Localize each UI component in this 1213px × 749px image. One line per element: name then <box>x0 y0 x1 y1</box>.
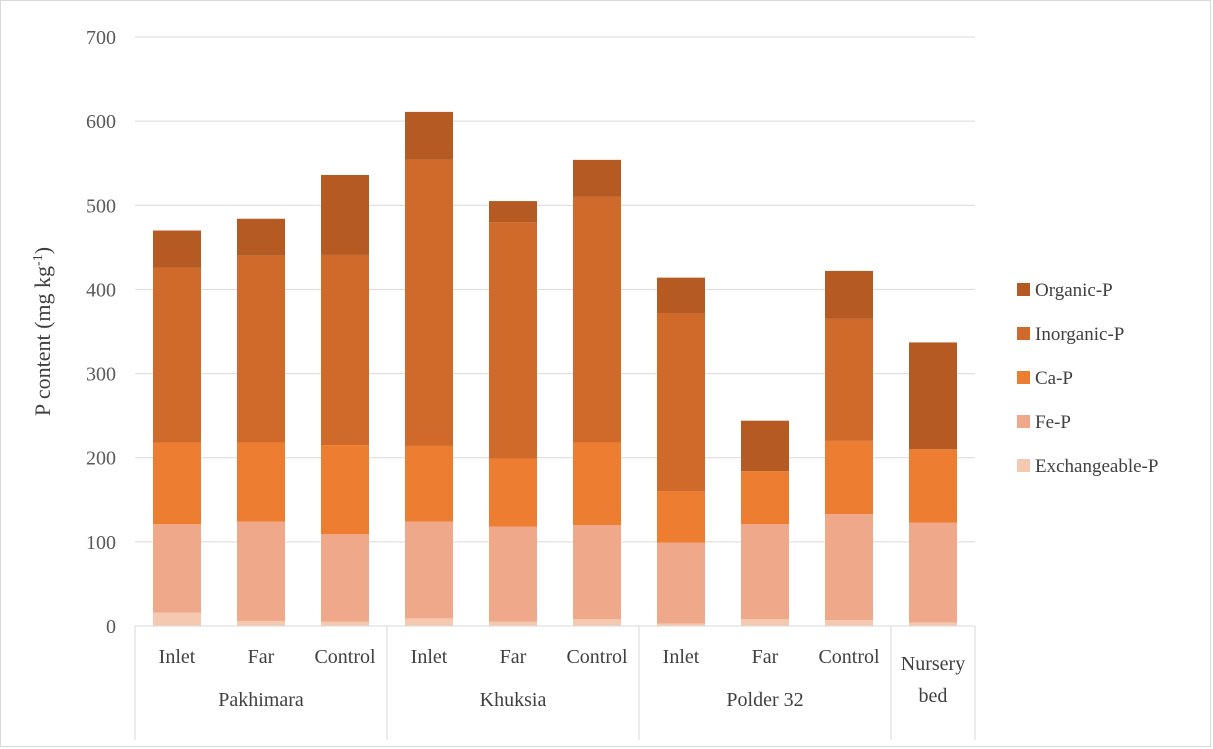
legend-label: Fe-P <box>1035 412 1071 433</box>
bar-segment-ca-p <box>321 445 369 535</box>
bar-segment-exchangeable-p <box>405 618 453 626</box>
y-tick-label: 0 <box>106 616 116 638</box>
bar-segment-fe-p <box>405 521 453 619</box>
bar-segment-fe-p <box>153 524 201 613</box>
legend-label: Inorganic-P <box>1035 324 1124 345</box>
x-category-label: Far <box>752 646 779 668</box>
bar-segment-ca-p <box>909 449 957 523</box>
bar-segment-fe-p <box>489 526 537 622</box>
bar-segment-ca-p <box>405 445 453 522</box>
legend-swatch <box>1017 459 1030 472</box>
bar-segment-inorganic-p <box>321 254 369 446</box>
y-tick-label: 100 <box>86 532 116 554</box>
bar-segment-fe-p <box>909 522 957 623</box>
bar-segment-exchangeable-p <box>489 621 537 626</box>
bar-segment-inorganic-p <box>489 222 537 459</box>
bar-segment-exchangeable-p <box>657 623 705 626</box>
bar-segment-inorganic-p <box>573 196 621 443</box>
bar-segment-organic-p <box>909 342 957 450</box>
bar-segment-organic-p <box>321 174 369 255</box>
bar-segment-organic-p <box>657 277 705 313</box>
bar-segment-ca-p <box>573 442 621 526</box>
legend-swatch <box>1017 371 1030 384</box>
bar-segment-exchangeable-p <box>237 620 285 626</box>
x-group-label: Khuksia <box>480 689 547 711</box>
x-category-label: Control <box>566 646 628 668</box>
bar-segment-inorganic-p <box>237 255 285 443</box>
bar-segment-exchangeable-p <box>321 621 369 626</box>
legend-label: Ca-P <box>1035 368 1073 389</box>
x-category-label: Far <box>248 646 275 668</box>
y-tick-label: 300 <box>86 364 116 386</box>
bar-segment-organic-p <box>741 420 789 472</box>
x-category-label: Inlet <box>411 646 448 668</box>
bar-segment-exchangeable-p <box>741 619 789 626</box>
legend-label: Exchangeable-P <box>1035 456 1158 477</box>
bar-segment-organic-p <box>825 270 873 319</box>
bar-segment-organic-p <box>153 230 201 268</box>
y-axis-title-main: P content (mg kg <box>30 266 55 416</box>
bar-segment-exchangeable-p <box>153 612 201 626</box>
bar-segment-ca-p <box>153 442 201 525</box>
legend-label: Organic-P <box>1035 280 1113 301</box>
x-category-label: Control <box>314 646 376 668</box>
y-axis-title-close: ) <box>30 247 55 254</box>
x-group-label: Polder 32 <box>726 689 803 711</box>
bar-segment-organic-p <box>573 159 621 197</box>
y-tick-label: 400 <box>86 279 116 301</box>
y-axis-title: P content (mg kg-1) <box>30 247 55 416</box>
y-tick-label: 600 <box>86 111 116 133</box>
x-category-label: Control <box>818 646 880 668</box>
bar-segment-fe-p <box>321 534 369 622</box>
bar-segment-ca-p <box>657 491 705 543</box>
bar-segment-ca-p <box>237 442 285 522</box>
y-tick-label: 700 <box>86 27 116 49</box>
legend-swatch <box>1017 415 1030 428</box>
bar-segment-organic-p <box>489 201 537 223</box>
bar-segment-inorganic-p <box>153 267 201 443</box>
x-category-label: Inlet <box>159 646 196 668</box>
bar-segment-ca-p <box>741 471 789 525</box>
bar-segment-organic-p <box>405 111 453 160</box>
legend-swatch <box>1017 283 1030 296</box>
bar-segment-fe-p <box>237 521 285 621</box>
bar-segment-fe-p <box>825 514 873 621</box>
x-group-label-line: Nursery <box>901 653 965 675</box>
bar-segment-inorganic-p <box>657 312 705 492</box>
x-group-label-line: bed <box>919 685 948 707</box>
y-tick-label: 500 <box>86 195 116 217</box>
y-tick-label: 200 <box>86 448 116 470</box>
bar-segment-inorganic-p <box>825 318 873 441</box>
bar-segment-fe-p <box>573 525 621 620</box>
bar-segment-ca-p <box>489 458 537 527</box>
bar-segment-inorganic-p <box>405 159 453 446</box>
bar-segment-exchangeable-p <box>825 620 873 626</box>
legend-swatch <box>1017 327 1030 340</box>
x-group-label: Pakhimara <box>218 689 304 711</box>
bar-segment-exchangeable-p <box>573 619 621 626</box>
bar-segment-fe-p <box>741 524 789 620</box>
x-category-label: Inlet <box>663 646 700 668</box>
x-category-label: Far <box>500 646 527 668</box>
bar-segment-fe-p <box>657 542 705 624</box>
bar-segment-organic-p <box>237 218 285 256</box>
bar-segment-exchangeable-p <box>909 622 957 626</box>
bar-segment-ca-p <box>825 440 873 515</box>
y-axis-title-sup: -1 <box>31 254 46 266</box>
